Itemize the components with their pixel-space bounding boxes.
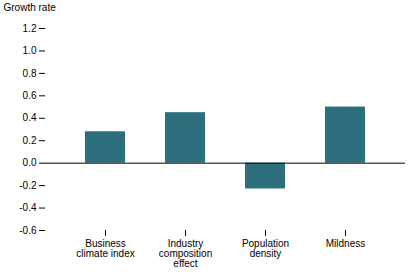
svg-text:1.0: 1.0 xyxy=(23,45,37,56)
svg-text:Businessclimate index: Businessclimate index xyxy=(76,238,134,259)
svg-text:0.6: 0.6 xyxy=(23,90,37,101)
svg-text:Industrycompositioneffect: Industrycompositioneffect xyxy=(159,238,212,269)
svg-text:0.4: 0.4 xyxy=(23,112,37,123)
svg-text:-0.4: -0.4 xyxy=(19,202,37,213)
svg-text:-0.6: -0.6 xyxy=(19,225,37,236)
svg-text:Mildness: Mildness xyxy=(326,238,365,249)
svg-text:Growth rate: Growth rate xyxy=(4,2,57,13)
svg-text:0.0: 0.0 xyxy=(23,157,37,168)
svg-text:Populationdensity: Populationdensity xyxy=(242,238,289,259)
svg-text:1.2: 1.2 xyxy=(23,23,37,34)
svg-text:0.8: 0.8 xyxy=(23,68,37,79)
svg-text:-0.2: -0.2 xyxy=(19,180,37,191)
svg-text:0.2: 0.2 xyxy=(23,135,37,146)
